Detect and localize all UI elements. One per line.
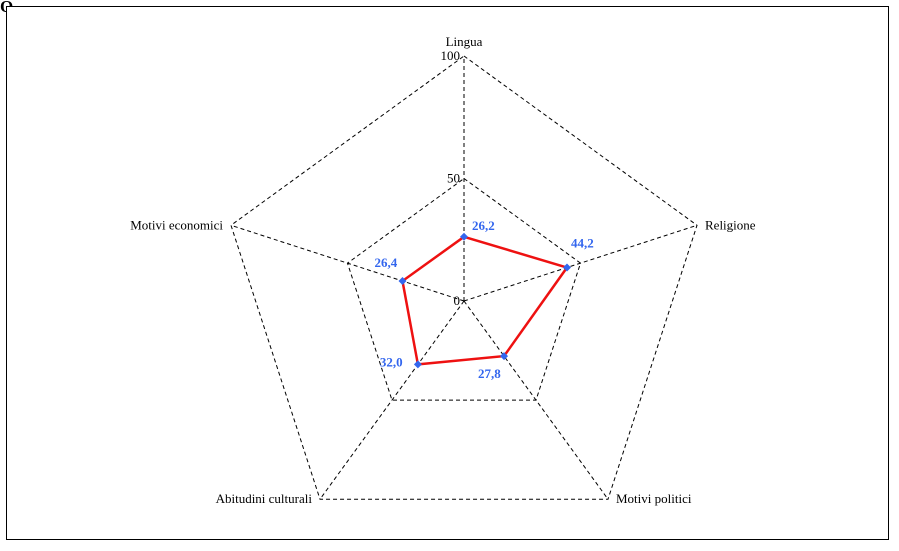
- axis-label-4: Motivi economici: [130, 217, 223, 232]
- axis-label-3: Abitudini culturali: [216, 491, 313, 506]
- radar-series: [398, 232, 571, 369]
- data-point: [398, 277, 407, 286]
- data-point: [500, 352, 509, 361]
- data-label: 26,4: [374, 255, 397, 270]
- spoke-4: [230, 224, 465, 302]
- data-point: [460, 232, 468, 241]
- radar-axis-labels: Lingua Religione Motivi politici Abitudini …: [130, 34, 756, 506]
- radar-spokes: [230, 56, 698, 500]
- axis-label-0: Lingua: [446, 34, 483, 49]
- spoke-3: [319, 300, 465, 500]
- radar-tick-labels: 0 50 100: [441, 48, 461, 308]
- grid-ring-50: [346, 177, 582, 401]
- data-label: 44,2: [571, 236, 594, 251]
- data-label: 26,2: [472, 218, 495, 233]
- data-label: 32,0: [380, 354, 403, 369]
- grid-ring-100: [230, 55, 698, 500]
- data-point: [413, 360, 422, 369]
- chart-frame: [6, 6, 889, 540]
- spoke-1: [463, 224, 698, 302]
- radar-grid: [230, 55, 698, 500]
- tick-label: 100: [441, 48, 461, 63]
- axis-label-2: Motivi politici: [616, 491, 692, 506]
- tick-label: 50: [447, 171, 460, 186]
- data-point: [562, 263, 571, 272]
- series-line: [401, 235, 570, 366]
- axis-label-1: Religione: [705, 217, 756, 232]
- tick-label: 0: [454, 293, 461, 308]
- data-label: 27,8: [478, 366, 501, 381]
- radar-data-labels: 26,2 44,2 27,8 32,0 26,4: [374, 218, 593, 381]
- spoke-2: [463, 300, 609, 500]
